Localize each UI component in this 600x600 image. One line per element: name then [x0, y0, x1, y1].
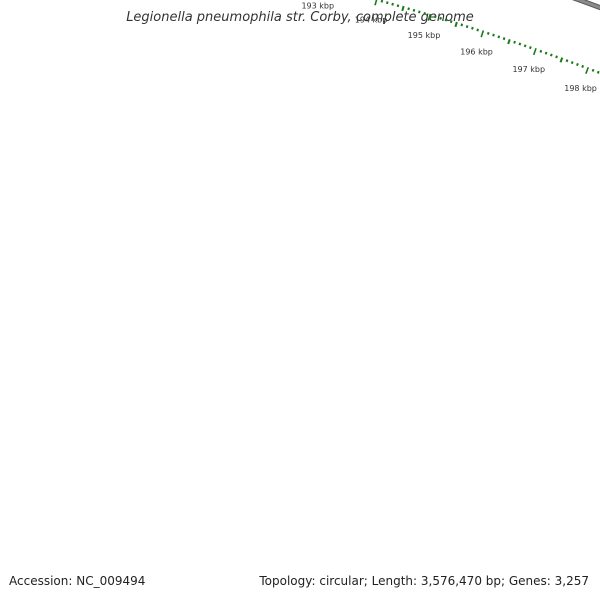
coordinate-tick-mark [486, 31, 490, 35]
coordinate-tick-mark [454, 21, 458, 28]
map-title: Legionella pneumophila str. Corby, compl… [126, 10, 474, 25]
coordinate-tick-mark [544, 51, 548, 55]
coordinate-tick-mark [529, 46, 532, 50]
coordinate-tick-mark [502, 37, 506, 41]
coordinate-tick-mark [480, 30, 485, 38]
kbp-tick-label: 197 kbp [512, 65, 545, 74]
kbp-tick-label: 193 kbp [301, 2, 334, 11]
coordinate-tick-mark [423, 12, 426, 16]
accession-text: Accession: NC_009494 [9, 574, 146, 588]
topology-text: Topology: circular; Length: 3,576,470 bp… [259, 574, 589, 588]
kbp-tick-label: 195 kbp [408, 31, 441, 40]
coordinate-tick-mark [585, 66, 590, 75]
coordinate-tick-mark [444, 18, 448, 22]
coordinate-tick-mark [507, 38, 511, 45]
coordinate-tick-mark [380, 0, 384, 3]
coordinate-tick-mark [576, 62, 579, 67]
coordinate-tick-mark [433, 15, 437, 19]
coordinate-tick-mark [439, 16, 442, 20]
coordinate-tick-mark [407, 7, 410, 11]
coordinate-tick-mark [427, 13, 432, 21]
coordinate-tick-mark [549, 53, 553, 57]
coordinate-tick-mark [465, 25, 469, 29]
coordinate-tick-mark [497, 35, 501, 39]
coordinate-tick-mark [492, 33, 495, 37]
coordinate-tick-mark [539, 49, 543, 53]
coordinate-tick-mark [532, 48, 537, 56]
coordinate-tick-mark [559, 57, 564, 63]
coordinate-tick-mark [417, 10, 421, 14]
coordinate-tick-mark [565, 59, 569, 63]
coordinate-tick-mark [591, 68, 595, 72]
coordinate-tick-mark [396, 4, 400, 8]
coordinate-tick-mark [596, 70, 600, 74]
coordinate-tick-mark [391, 2, 394, 6]
coordinate-tick-mark [570, 61, 574, 65]
genome-backbone [571, 0, 600, 11]
backbone-track [571, 0, 600, 11]
coordinate-tick-mark [523, 44, 527, 48]
coordinate-tick-mark [581, 64, 585, 68]
coordinate-tick-mark [374, 0, 378, 6]
coordinate-tick-mark [471, 26, 474, 30]
coordinate-tick-mark [401, 5, 405, 12]
coordinate-tick-mark [518, 42, 522, 46]
kbp-tick-label: 196 kbp [460, 47, 493, 56]
coordinate-tick-mark [449, 20, 453, 24]
coordinate-tick-mark [555, 55, 558, 59]
coordinate-tick-mark [476, 28, 480, 32]
kbp-tick-label: 198 kbp [564, 84, 597, 93]
coordinate-tick-mark [460, 23, 464, 27]
kbp-tick-label: 194 kbp [355, 16, 388, 25]
coordinate-tick-mark [513, 40, 516, 44]
coordinate-tick-mark [385, 1, 389, 5]
coordinate-tick-mark [412, 8, 416, 12]
